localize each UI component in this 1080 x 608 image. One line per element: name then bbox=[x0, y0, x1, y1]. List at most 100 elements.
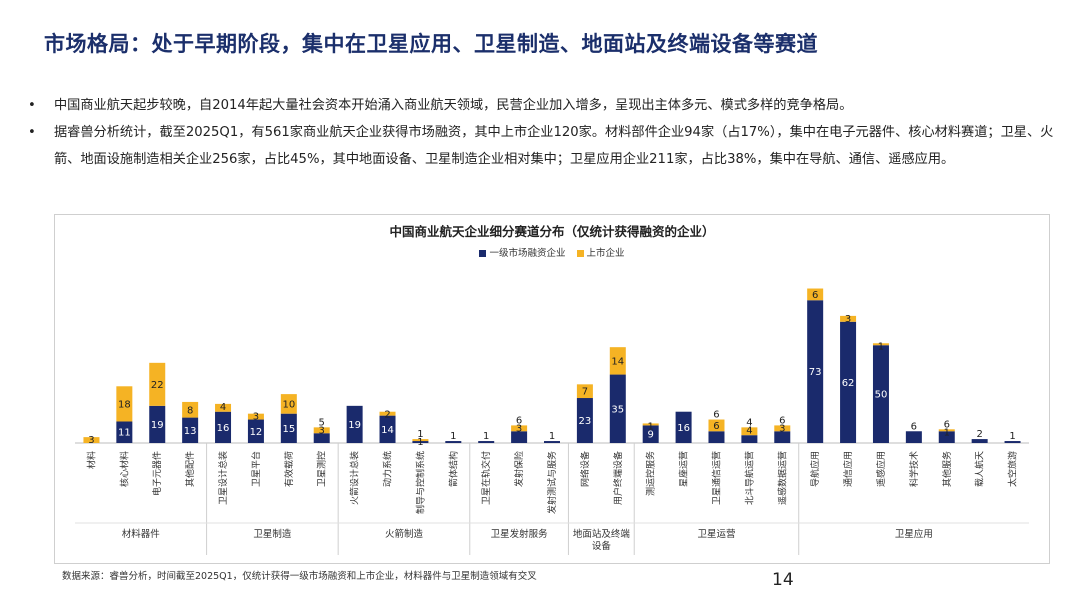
category-label: 发射测试与服务 bbox=[546, 451, 558, 514]
bullet-text: 中国商业航天起步较晚，自2014年起大量社会资本开始涌入商业航天领域，民营企业加… bbox=[54, 98, 853, 113]
category-label: 卫星在轨交付 bbox=[480, 451, 492, 505]
category-label: 测运控服务 bbox=[645, 451, 657, 496]
bar-listed bbox=[840, 315, 857, 322]
group-label: 卫星应用 bbox=[895, 528, 933, 540]
bar-listed bbox=[247, 413, 264, 420]
data-label-listed: 3 bbox=[845, 314, 851, 325]
category-label: 用户终端设备 bbox=[612, 451, 624, 505]
data-label-primary: 1 bbox=[450, 431, 456, 442]
category-label: 其他配件 bbox=[184, 451, 196, 487]
data-label-primary: 1 bbox=[417, 429, 423, 440]
data-label-listed: 14 bbox=[611, 356, 624, 367]
bar-listed bbox=[642, 423, 659, 426]
bar-primary bbox=[116, 421, 133, 443]
bullet-item: • 中国商业航天起步较晚，自2014年起大量社会资本开始涌入商业航天领域，民营企… bbox=[26, 92, 1066, 119]
bar-primary bbox=[379, 415, 396, 443]
bar-listed bbox=[182, 401, 199, 418]
bullet-list: • 中国商业航天起步较晚，自2014年起大量社会资本开始涌入商业航天领域，民营企… bbox=[26, 92, 1066, 173]
legend-swatch-primary bbox=[479, 250, 487, 257]
bar-listed bbox=[774, 425, 791, 432]
category-label: 科学技术 bbox=[908, 451, 920, 487]
bar-primary bbox=[544, 441, 560, 443]
bar-listed bbox=[741, 427, 758, 436]
data-label-listed: 6 bbox=[713, 421, 719, 432]
chart-legend: 一级市场融资企业 上市企业 bbox=[55, 245, 1049, 259]
page-number: 14 bbox=[772, 570, 794, 590]
bar-listed bbox=[215, 403, 232, 412]
category-label: 星座运营 bbox=[678, 451, 690, 487]
category-label: 其他服务 bbox=[941, 451, 953, 487]
data-label-primary: 13 bbox=[184, 426, 197, 437]
data-label-listed: 1 bbox=[944, 427, 950, 438]
data-label-listed: 18 bbox=[118, 399, 131, 410]
bar-listed bbox=[116, 386, 133, 422]
data-label-primary: 9 bbox=[648, 430, 654, 441]
data-label-listed: 1 bbox=[417, 437, 423, 448]
data-label-listed: 3 bbox=[88, 435, 94, 446]
group-label: 卫星发射服务 bbox=[491, 528, 549, 540]
data-label-primary: 5 bbox=[319, 417, 325, 428]
bar-primary bbox=[445, 441, 462, 443]
bar-listed bbox=[576, 384, 593, 399]
legend-item-listed: 上市企业 bbox=[576, 245, 625, 259]
bar-listed bbox=[807, 288, 824, 301]
data-label-listed: 2 bbox=[384, 410, 390, 421]
data-label-listed: 8 bbox=[187, 405, 193, 416]
bullet-dot: • bbox=[28, 125, 36, 140]
bar-primary bbox=[872, 345, 889, 443]
category-label: 太空旅游 bbox=[1007, 451, 1019, 487]
page-title: 市场格局：处于早期阶段，集中在卫星应用、卫星制造、地面站及终端设备等赛道 bbox=[44, 32, 818, 56]
bar-primary bbox=[346, 405, 363, 443]
category-label: 卫星通信运营 bbox=[710, 451, 722, 505]
category-label: 通信应用 bbox=[842, 451, 854, 487]
bar-primary bbox=[807, 300, 824, 443]
data-label-primary: 6 bbox=[911, 421, 917, 432]
category-label: 发射保险 bbox=[513, 451, 525, 487]
data-label-listed: 22 bbox=[151, 380, 164, 391]
group-label: 火箭制造 bbox=[385, 528, 424, 540]
data-label-primary: 19 bbox=[348, 420, 361, 431]
bar-primary bbox=[576, 398, 593, 443]
bar-primary bbox=[741, 435, 758, 443]
bar-primary bbox=[609, 374, 626, 443]
category-label: 核心材料 bbox=[118, 451, 130, 487]
chart-title: 中国商业航天企业细分赛道分布（仅统计获得融资的企业） bbox=[389, 224, 715, 239]
data-label-listed: 3 bbox=[319, 425, 325, 436]
data-label-primary: 12 bbox=[250, 427, 263, 438]
bullet-text: 据睿兽分析统计，截至2025Q1，有561家商业航天企业获得市场融资，其中上市企… bbox=[54, 125, 1054, 167]
bar-primary bbox=[215, 411, 232, 443]
data-label-primary: 2 bbox=[976, 429, 982, 440]
data-label-primary: 6 bbox=[713, 410, 719, 421]
data-label-primary: 62 bbox=[842, 378, 855, 389]
category-label: 有效载荷 bbox=[283, 451, 295, 487]
category-label: 材料 bbox=[85, 451, 97, 469]
legend-label-primary: 一级市场融资企业 bbox=[489, 248, 566, 259]
group-label: 卫星制造 bbox=[253, 528, 292, 540]
bar-listed bbox=[938, 429, 955, 432]
bar-primary bbox=[840, 321, 857, 443]
data-label-listed: 1 bbox=[878, 341, 884, 352]
category-label: 箭体结构 bbox=[447, 451, 459, 487]
data-label-listed: 7 bbox=[582, 387, 588, 398]
bar-primary bbox=[478, 441, 495, 443]
bar-chart: 3材料1118核心材料1922电子元器件138其他配件164卫星设计总装123卫… bbox=[75, 288, 1029, 555]
data-label-primary: 6 bbox=[944, 419, 950, 430]
data-label-primary: 16 bbox=[217, 423, 230, 434]
bar-listed bbox=[609, 347, 626, 375]
bar-primary bbox=[412, 441, 429, 443]
legend-item-primary: 一级市场融资企业 bbox=[479, 245, 565, 259]
data-label-listed: 4 bbox=[746, 425, 752, 436]
bar-primary bbox=[938, 431, 955, 443]
category-label: 火箭设计总装 bbox=[349, 451, 361, 505]
group-label: 卫星运营 bbox=[697, 528, 735, 540]
data-label-listed: 10 bbox=[282, 399, 295, 410]
category-label: 电子元器件 bbox=[151, 451, 163, 496]
bar-primary bbox=[280, 413, 297, 443]
category-label: 网络设备 bbox=[579, 451, 591, 487]
bar-primary bbox=[247, 419, 264, 443]
data-label-primary: 50 bbox=[875, 390, 888, 401]
bullet-item: • 据睿兽分析统计，截至2025Q1，有561家商业航天企业获得市场融资，其中上… bbox=[26, 119, 1066, 173]
bar-primary bbox=[642, 425, 659, 443]
data-label-primary: 11 bbox=[118, 428, 131, 439]
bar-listed bbox=[149, 362, 166, 406]
